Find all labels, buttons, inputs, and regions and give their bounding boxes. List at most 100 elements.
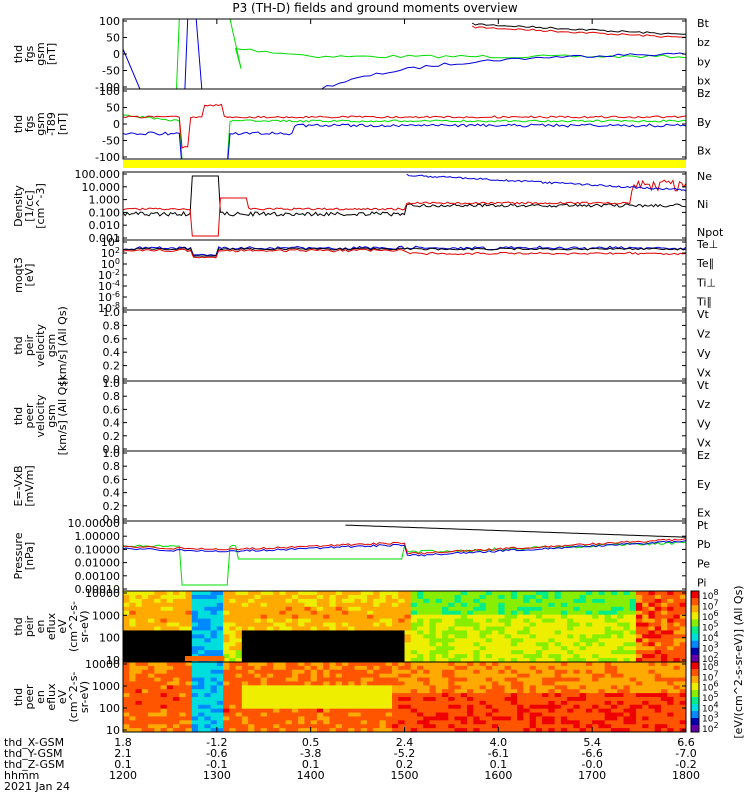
ytick-label-pressure-1: 1.00000 [75,530,121,543]
ytick-label-peir_vel-1: 0.8 [103,319,121,332]
series-bx [123,19,686,89]
legend-density-Ne: Ne [697,170,712,183]
xrow-label-3: hhmm [4,769,39,782]
ylabel-peer_spec-0: thd [12,688,25,706]
xrow-2-value-6: -0.2 [675,758,696,771]
ytick-label-pressure-4: 0.00100 [75,570,121,583]
xrow-2-value-3: 0.2 [396,758,414,771]
ylabel-fgs_t89-2: gsm [34,112,47,135]
xrow-0-value-0: 1.8 [114,736,132,749]
series-bx-t89 [123,123,686,159]
ytick-label-peir_vel-4: 0.2 [103,360,121,373]
panel-frame-efield [122,450,687,522]
series-bz [471,25,686,38]
legend-peir_vel-Vx: Vx [697,367,712,380]
ylabel-pressure-0: Pressure [12,532,25,579]
ytick-label-peer_vel-2: 0.6 [103,403,121,416]
date-label: 2021 Jan 24 [4,780,70,793]
ytick-label-peer_spec-3: 10 [106,724,120,737]
ytick-label-peer_vel-3: 0.4 [103,417,121,430]
ytick-label-fgs_t89-3: -50 [102,135,120,148]
ytick-label-density-2: 1.000 [89,194,121,207]
ytick-label-peer_spec-1: 1000 [92,680,120,693]
panel-peer_vel: 1.00.80.60.40.20.0 thdpeervelocitygsm[km/… [12,377,712,456]
ytick-label-peer_spec-2: 100 [99,702,120,715]
panel-peer_spec: 10000 1000 100 10 thdpeerenefluxeV(cm^2-s-sr… [12,658,687,737]
ylabel-peir_spec-1: peir [23,615,36,637]
ytick-label-peer_vel-5: 0.0 [103,443,121,456]
legend-fgs_t89-By: By [697,116,712,129]
ylabel-peir_spec-6: sr-eV) [78,610,91,642]
ytick-label-fgs_t89-2: 0 [113,118,120,131]
xrow-1-value-1: -0.6 [206,747,227,760]
ylabel-density-1: [1/cc] [23,190,36,221]
ylabel-pressure-1: [nPa] [23,542,36,570]
xrow-label-1: thd_Y-GSM [4,747,63,760]
series-te-par [123,247,686,257]
panel-frame-peir_vel [122,309,687,382]
ytick-label-fgs-0: 100 [99,15,120,28]
ytick-label-peer_spec-0: 10000 [85,658,120,671]
panel-pressure: 10.000001.000000.100000.010000.001000.00… [12,517,711,596]
ylabel-peer_spec-5: (cm^2-s- [67,672,80,723]
xrow-label-0: thd_X-GSM [4,736,64,749]
legend-peir_vel-Vz: Vz [697,328,711,341]
ylabel-peir_vel-0: thd [12,336,25,354]
ylabel-peer_spec-6: sr-eV) [78,681,91,713]
xrow-3-value-4: 1600 [484,769,512,782]
xrow-1-value-2: -3.8 [300,747,321,760]
series-bt [471,22,686,35]
ylabel-peer_spec-1: peer [23,684,36,710]
ylabel-peer_vel-4: [km/s] (All Qs) [56,377,69,456]
panel-density: 100.00010.0001.0000.1000.0100.001 Density… [12,168,724,245]
panel-peir_vel: 1.00.80.60.40.20.0 thdpeirvelocitygsm[km/… [12,306,712,386]
ytick-label-fgs-4: -100 [95,81,120,94]
legend-fgs-Bt: Bt [697,17,710,30]
ytick-label-pressure-2: 0.10000 [75,543,121,556]
ytick-label-density-5: 0.001 [89,232,121,245]
series-pi [123,540,686,557]
panel-data-fgs [123,19,686,89]
xrow-2-value-2: 0.1 [302,758,320,771]
xrow-0-value-3: 2.4 [396,736,414,749]
ytick-label-peir_spec-2: 100 [99,632,120,645]
ylabel-fgs_t89-1: fgs [23,115,36,132]
xrow-3-value-6: 1800 [672,769,700,782]
series-pb [123,538,686,555]
ylabel-peir_spec-3: eflux [45,612,58,640]
legend-density-Ni: Ni [697,198,708,211]
series-pt [345,524,686,538]
ylabel-peir_spec-5: (cm^2-s- [67,601,80,652]
legend-temp-Te∥: Te∥ [696,257,714,270]
panel-temp: 10410210010-210-410-610-8moqt3[eV]Te⊥Te∥… [12,235,718,315]
ytick-label-efield-0: 1.0 [103,447,121,460]
xrow-1-value-3: -5.2 [394,747,415,760]
legend-pressure-Pt: Pt [697,519,709,532]
ytick-label-peer_vel-4: 0.2 [103,430,121,443]
panel-peir_spec: 10000 1000 100 10 thdpeirenefluxeV(cm^2-s-sr… [12,587,687,667]
ylabel-density-2: [cm^-3] [34,183,47,229]
ylabel-fgs-2: gsm [34,42,47,65]
xrow-2-value-0: 0.1 [114,758,132,771]
ylabel-peir_spec-0: thd [12,617,25,635]
xrow-1-value-4: -6.1 [488,747,509,760]
ylabel-fgs_t89-4: [nT] [56,113,69,135]
panel-data-density [123,173,686,237]
series-pe [123,541,686,586]
ylabel-peer_spec-3: eflux [45,683,58,711]
legend-peer_vel-Vz: Vz [697,398,711,411]
legend-temp-Ti∥: Ti∥ [696,296,712,309]
flag-bar [123,160,686,168]
ylabel-temp-1: [eV] [23,264,36,287]
legend-efield-Ey: Ey [697,478,711,491]
panel-data-peer_spec [123,662,686,732]
ytick-label-peir_vel-5: 0.0 [103,373,121,386]
ytick-label-efield-5: 0.0 [103,513,121,526]
ytick-label-fgs-1: 50 [106,32,120,45]
ytick-label-density-3: 0.100 [89,206,121,219]
ylabel-peer_vel-2: velocity [34,394,47,437]
legend-pressure-Pb: Pb [697,538,711,551]
ytick-label-density-4: 0.010 [89,219,121,232]
